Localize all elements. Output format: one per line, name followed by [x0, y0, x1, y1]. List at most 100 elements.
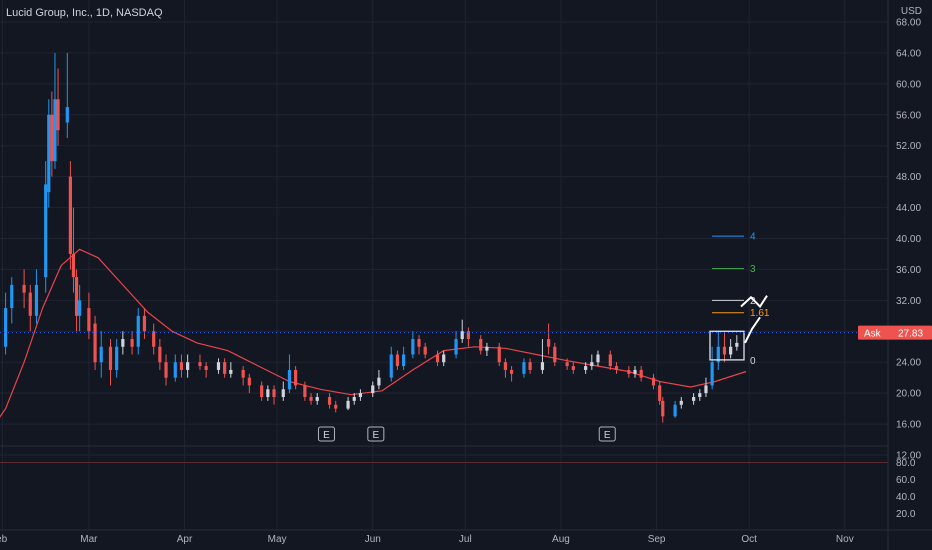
candle — [186, 354, 190, 378]
candle — [735, 335, 739, 351]
candle-body — [78, 300, 82, 316]
candle-body — [658, 385, 662, 401]
candle — [466, 327, 470, 347]
candle — [679, 397, 683, 409]
candle — [71, 207, 76, 293]
time-tick-label: Apr — [177, 534, 193, 545]
candle-body — [358, 393, 363, 398]
candle-body — [315, 397, 319, 401]
candle — [565, 358, 569, 370]
candle — [454, 331, 458, 359]
candle-body — [479, 339, 483, 351]
candle — [377, 369, 381, 390]
candle — [272, 385, 276, 405]
candle-body — [287, 369, 292, 390]
candle — [22, 269, 26, 309]
candle-body — [186, 362, 190, 370]
candle — [485, 342, 489, 357]
candle — [716, 331, 720, 370]
candle — [584, 362, 588, 374]
candle-body — [411, 339, 415, 355]
candle-body — [93, 323, 97, 363]
candle — [479, 335, 483, 355]
candle — [692, 393, 696, 405]
earnings-marker-label: E — [323, 430, 330, 441]
grid-lines — [0, 0, 888, 530]
candle — [34, 269, 39, 324]
candle-body — [540, 362, 545, 370]
price-tick-label: 20.00 — [896, 389, 921, 400]
candle-body — [115, 346, 119, 370]
candle-body — [241, 369, 245, 378]
candle — [661, 397, 665, 423]
candle — [497, 342, 501, 367]
candle-body — [679, 400, 683, 405]
candle — [658, 381, 662, 405]
candle-body — [247, 377, 251, 386]
fib-level-label: 1.61 — [750, 308, 770, 319]
candle-body — [327, 397, 332, 405]
candle-body — [402, 354, 406, 367]
price-tick-label: 68.00 — [896, 18, 921, 29]
time-tick-label: Jun — [365, 534, 381, 545]
candle — [50, 91, 54, 177]
time-tick-label: Aug — [552, 534, 570, 545]
candle — [56, 68, 60, 146]
price-tick-label: 24.00 — [896, 358, 921, 369]
price-tick-label: 48.00 — [896, 172, 921, 183]
candle — [47, 99, 51, 208]
price-tick-label: 16.00 — [896, 420, 921, 431]
candle-body — [34, 284, 39, 316]
candle-body — [395, 354, 400, 367]
fib-extension[interactable]: 4 3 21.61 0 — [709, 232, 770, 367]
candle — [389, 346, 393, 382]
candle — [303, 381, 307, 401]
candle — [710, 346, 714, 390]
candle — [216, 358, 221, 374]
time-tick-label: May — [268, 534, 287, 545]
candle-body — [50, 114, 54, 162]
candle-body — [266, 389, 270, 398]
candle-body — [260, 385, 264, 398]
earnings-marker — [317, 426, 335, 442]
candle-body — [454, 339, 458, 355]
candle-body — [729, 346, 733, 355]
candle — [698, 389, 702, 401]
candle-body — [158, 346, 162, 363]
candle-body — [389, 354, 393, 378]
candle-body — [571, 366, 575, 370]
candle — [53, 52, 57, 169]
candle-body — [553, 346, 557, 363]
candle — [93, 315, 97, 370]
candle — [371, 381, 375, 398]
candle-body — [435, 354, 440, 363]
candle-body — [198, 362, 202, 367]
candle-body — [497, 346, 501, 363]
candle — [442, 350, 446, 367]
candle-body — [71, 253, 76, 278]
ask-value: 27.83 — [898, 329, 923, 340]
selection-box — [709, 330, 745, 361]
candle-body — [173, 362, 177, 378]
candle — [590, 354, 594, 370]
candle-body — [56, 99, 60, 131]
candle-body — [47, 114, 51, 193]
candle — [608, 350, 612, 370]
candle-body — [346, 400, 350, 409]
candle-body — [377, 377, 381, 386]
candle-body — [716, 346, 720, 363]
candle-body — [704, 385, 708, 394]
candle-body — [633, 369, 637, 374]
candle — [346, 397, 350, 411]
candle-body — [164, 362, 168, 378]
time-tick-label: Feb — [0, 534, 8, 545]
candle — [164, 354, 168, 386]
candle-body — [673, 404, 677, 417]
candle — [673, 400, 677, 418]
indicator-tick-label: 20.0 — [896, 509, 916, 520]
candle — [152, 323, 156, 355]
candle-body — [87, 308, 91, 332]
candle — [10, 277, 14, 324]
